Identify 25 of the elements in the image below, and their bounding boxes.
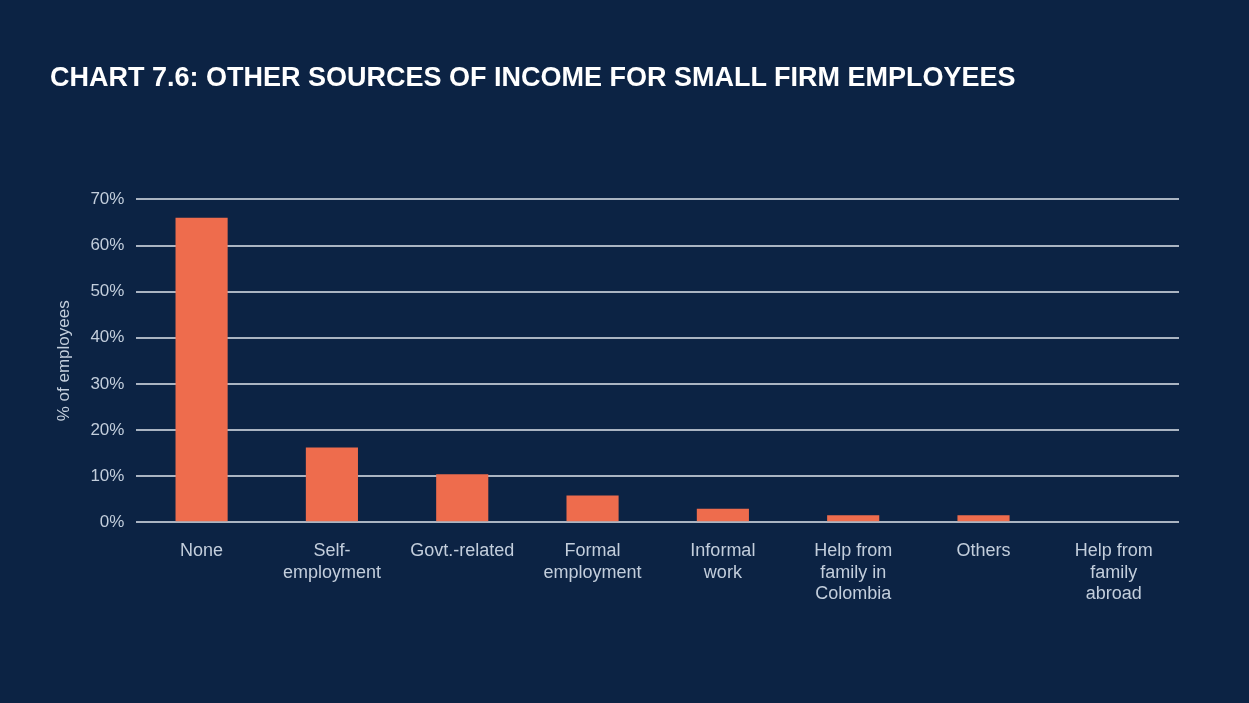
bar xyxy=(566,495,619,522)
y-tick-label: 10% xyxy=(90,465,125,485)
bar xyxy=(827,515,880,522)
y-tick-label: 20% xyxy=(90,419,125,439)
chart-title: CHART 7.6: OTHER SOURCES OF INCOME FOR SMALL FIRM EMPLOYEES xyxy=(50,61,1016,92)
x-tick-label: None xyxy=(180,539,224,560)
y-tick-label: 40% xyxy=(90,327,125,347)
bar xyxy=(957,515,1010,522)
x-tick-label: Self-employment xyxy=(282,539,381,582)
x-tick-label: Help from family abroad xyxy=(1074,539,1153,604)
y-tick-label: 30% xyxy=(90,373,125,393)
bar xyxy=(175,217,228,522)
x-tick-label: Others xyxy=(956,539,1011,560)
x-tick-label: Formal employment xyxy=(543,539,642,582)
bar xyxy=(305,447,358,522)
y-axis-title: % of employees xyxy=(53,300,73,422)
x-tick-label: Govt.-related xyxy=(410,539,515,560)
x-tick-label: Help from family in Colombia xyxy=(814,539,893,604)
bar xyxy=(696,508,749,522)
y-tick-label: 0% xyxy=(99,511,125,531)
y-tick-label: 60% xyxy=(90,235,125,255)
y-tick-label: 70% xyxy=(90,189,125,209)
y-tick-label: 50% xyxy=(90,281,125,301)
bar xyxy=(436,474,489,522)
x-tick-label: Informal work xyxy=(690,539,756,582)
